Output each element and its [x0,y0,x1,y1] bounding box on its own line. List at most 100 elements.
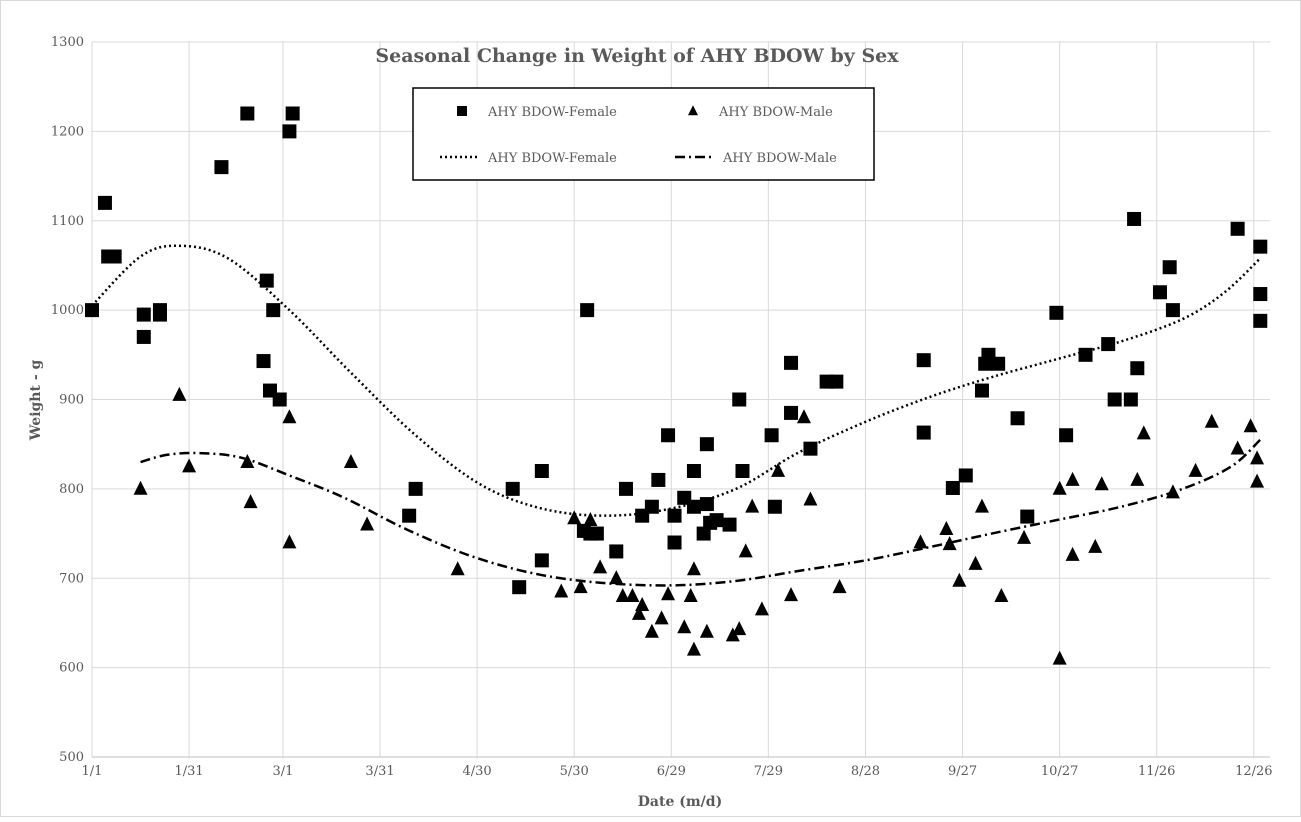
x-tick-label: 5/30 [560,764,589,779]
female-data-point [735,464,750,478]
female-data-point [667,535,682,550]
female-data-point [696,526,711,541]
male-data-point [450,561,465,576]
male-data-point [1065,546,1080,561]
x-tick-label: 9/27 [948,764,977,779]
female-data-point [1253,313,1268,328]
male-data-point [625,588,640,603]
female-data-point [259,273,274,288]
x-tick-label: 3/31 [365,764,394,779]
male-data-point [567,510,582,525]
male-data-point [1088,538,1103,553]
male-data-point [615,588,630,603]
female-data-point [1162,260,1177,275]
x-tick-label: 11/26 [1138,764,1175,779]
axes: 500 600 700 800 900 1000 1100 1200 1300 1/1 1/31 3/… [51,35,1273,779]
x-tick-label: 8/28 [851,764,880,779]
female-data-point [580,303,595,318]
male-data-point [1250,473,1265,488]
male-data-point [644,623,659,638]
female-data-point [1127,211,1142,226]
male-data-point [832,579,847,594]
female-data-point [1010,411,1025,426]
x-tick-label: 10/27 [1041,764,1078,779]
female-data-point [609,544,624,559]
female-data-point [699,437,714,452]
male-data-point [686,641,701,656]
male-data-point [635,596,650,611]
female-data-point [784,355,799,370]
female-data-point [958,468,973,483]
legend-male-marker [688,105,698,116]
female-data-point [803,441,818,456]
female-data-point [686,499,701,514]
male-data-point [968,555,983,570]
male-data-point [939,520,954,535]
female-data-point [732,392,747,407]
female-data-point [667,508,682,523]
male-data-point [994,588,1009,603]
male-data-point [631,605,646,620]
female-data-point [97,195,112,210]
data-points [85,106,1268,665]
legend-entry-label: AHY BDOW-Male [722,151,837,166]
x-tick-label: 3/1 [272,764,293,779]
legend-female-marker [457,106,467,116]
female-data-point [85,303,99,318]
female-data-point [512,580,527,595]
female-data-point [534,464,549,478]
y-tick-label: 1000 [51,303,84,318]
female-data-point [505,481,520,496]
female-data-point [974,383,989,398]
male-data-point [554,583,569,598]
female-data-point [136,307,151,322]
male-data-point [182,458,197,473]
male-data-point [1243,418,1258,433]
female-data-point [829,374,844,389]
female-data-point [1253,287,1268,302]
male-data-point [583,512,598,527]
legend-entry-label: AHY BDOW-Female [487,151,617,166]
male-data-point [240,453,255,468]
female-data-point [1253,239,1268,254]
y-tick-label: 1100 [51,214,84,229]
male-data-point [1052,480,1067,495]
male-data-point [796,409,811,424]
female-data-point [991,356,1006,371]
male-data-point [738,543,753,558]
female-data-point [1049,305,1064,320]
female-data-point [266,303,281,318]
male-data-point [699,623,714,638]
female-data-point [709,513,724,528]
x-axis-title: Date (m/d) [638,794,722,810]
female-data-point [402,508,417,523]
male-data-point [1094,476,1109,491]
male-data-point [282,409,297,424]
male-data-point [1130,471,1145,486]
female-data-point [240,106,255,121]
male-data-point [343,453,358,468]
y-tick-label: 700 [59,571,84,586]
legend-entry-label: AHY BDOW-Female [487,105,617,120]
female-data-point [618,481,633,496]
y-tick-label: 1200 [51,124,84,139]
male-data-point [1165,484,1180,499]
y-tick-label: 1300 [51,35,84,50]
male-data-point [661,586,676,601]
male-data-point [172,386,187,401]
female-data-point [282,124,297,139]
x-tick-label: 7/29 [754,764,783,779]
female-data-point [285,106,300,121]
chart-title: Seasonal Change in Weight of AHY BDOW by… [375,45,899,67]
male-data-point [771,462,786,477]
female-data-point [1130,361,1145,376]
male-data-point [609,570,624,585]
male-data-point [683,588,698,603]
male-data-point [745,498,760,513]
female-data-point [1107,392,1122,407]
female-data-point [916,425,931,440]
male-data-point [974,498,989,513]
female-data-point [1020,509,1035,524]
y-tick-label: 500 [59,750,84,765]
